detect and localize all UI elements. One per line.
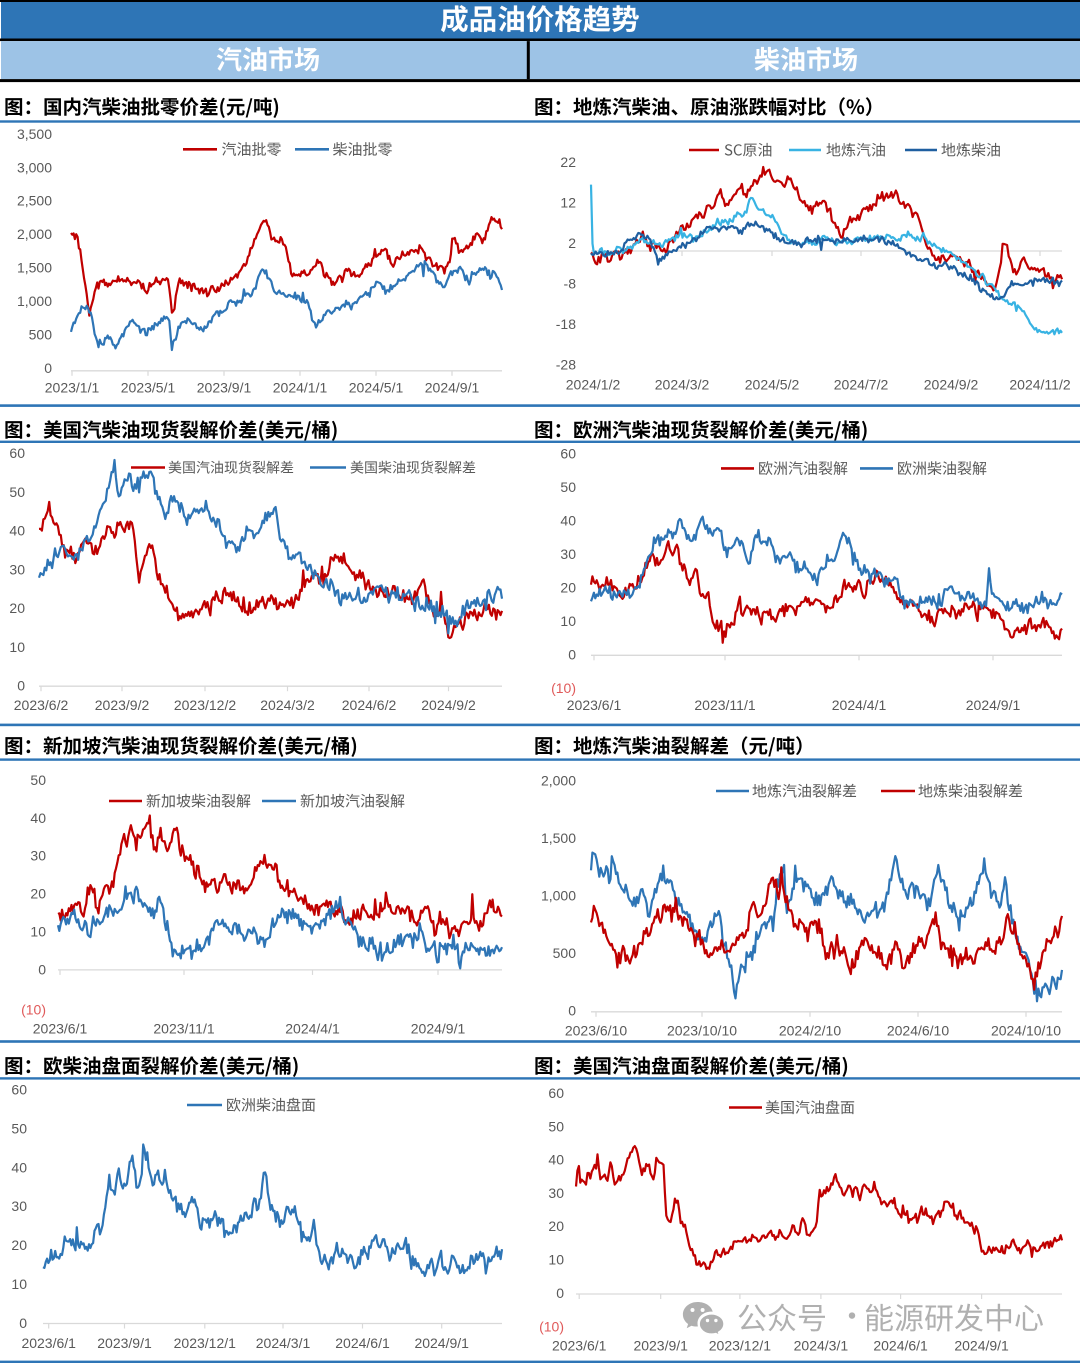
svg-text:20: 20 (548, 1218, 564, 1234)
svg-text:2024/9/1: 2024/9/1 (425, 379, 480, 395)
svg-text:50: 50 (11, 1120, 27, 1136)
svg-text:40: 40 (560, 512, 576, 528)
svg-text:2024/4/1: 2024/4/1 (832, 697, 887, 713)
svg-text:(10): (10) (21, 1001, 46, 1017)
svg-text:-8: -8 (564, 275, 577, 291)
svg-text:0: 0 (568, 646, 576, 662)
svg-text:2023/6/1: 2023/6/1 (33, 1021, 88, 1037)
svg-text:2024/6/2: 2024/6/2 (342, 697, 397, 713)
svg-text:20: 20 (9, 600, 25, 616)
svg-text:2023/9/1: 2023/9/1 (633, 1338, 688, 1354)
svg-text:30: 30 (30, 848, 46, 864)
svg-text:10: 10 (9, 639, 25, 655)
svg-text:(10): (10) (551, 680, 576, 696)
svg-text:2024/5/2: 2024/5/2 (745, 376, 800, 392)
svg-text:-28: -28 (556, 356, 576, 372)
svg-text:10: 10 (560, 613, 576, 629)
svg-text:2023/12/2: 2023/12/2 (174, 697, 236, 713)
svg-text:2,500: 2,500 (17, 193, 52, 209)
svg-text:10: 10 (548, 1252, 564, 1268)
svg-text:2024/6/1: 2024/6/1 (335, 1335, 390, 1351)
svg-text:12: 12 (560, 194, 576, 210)
svg-text:40: 40 (30, 810, 46, 826)
svg-text:2024/7/2: 2024/7/2 (834, 376, 889, 392)
svg-text:1,000: 1,000 (17, 293, 52, 309)
svg-text:2024/9/1: 2024/9/1 (411, 1021, 466, 1037)
svg-text:2024/9/2: 2024/9/2 (421, 697, 476, 713)
svg-text:2024/9/1: 2024/9/1 (966, 697, 1021, 713)
svg-text:2024/3/1: 2024/3/1 (794, 1338, 849, 1354)
svg-text:2024/9/1: 2024/9/1 (414, 1335, 469, 1351)
svg-text:0: 0 (17, 678, 25, 694)
svg-text:60: 60 (560, 445, 576, 461)
svg-text:0: 0 (38, 961, 46, 977)
svg-text:500: 500 (29, 327, 53, 343)
svg-text:2024/9/2: 2024/9/2 (924, 376, 979, 392)
svg-text:2023/6/2: 2023/6/2 (14, 697, 69, 713)
svg-text:2023/9/1: 2023/9/1 (97, 1335, 152, 1351)
svg-text:2023/6/10: 2023/6/10 (565, 1023, 627, 1039)
svg-text:-18: -18 (556, 316, 576, 332)
svg-text:2024/3/2: 2024/3/2 (260, 697, 315, 713)
svg-text:2024/5/1: 2024/5/1 (349, 379, 404, 395)
svg-text:0: 0 (19, 1315, 27, 1331)
svg-text:2024/11/2: 2024/11/2 (1009, 376, 1070, 392)
svg-text:30: 30 (11, 1198, 27, 1214)
svg-text:2023/12/1: 2023/12/1 (174, 1335, 236, 1351)
svg-text:2023/12/1: 2023/12/1 (709, 1338, 771, 1354)
svg-text:10: 10 (30, 924, 46, 940)
svg-text:2024/2/10: 2024/2/10 (779, 1023, 841, 1039)
svg-text:20: 20 (30, 886, 46, 902)
svg-text:60: 60 (11, 1082, 27, 1098)
svg-text:2024/3/2: 2024/3/2 (655, 376, 710, 392)
svg-text:1,500: 1,500 (541, 830, 576, 846)
svg-text:30: 30 (9, 561, 25, 577)
svg-text:30: 30 (548, 1185, 564, 1201)
svg-text:2024/6/1: 2024/6/1 (873, 1338, 928, 1354)
svg-text:2,000: 2,000 (17, 226, 52, 242)
svg-text:2023/9/2: 2023/9/2 (95, 697, 150, 713)
svg-text:20: 20 (560, 579, 576, 595)
svg-text:3,000: 3,000 (17, 159, 52, 175)
svg-text:50: 50 (560, 479, 576, 495)
svg-text:3,500: 3,500 (17, 126, 52, 142)
svg-text:2024/6/10: 2024/6/10 (887, 1023, 949, 1039)
svg-text:2024/1/2: 2024/1/2 (566, 376, 621, 392)
svg-text:2024/4/1: 2024/4/1 (285, 1021, 340, 1037)
svg-text:0: 0 (44, 360, 52, 376)
svg-text:2023/6/1: 2023/6/1 (552, 1338, 607, 1354)
svg-text:2023/6/1: 2023/6/1 (567, 697, 622, 713)
svg-text:40: 40 (548, 1152, 564, 1168)
svg-text:0: 0 (556, 1285, 564, 1301)
svg-text:2024/3/1: 2024/3/1 (256, 1335, 311, 1351)
svg-text:1,500: 1,500 (17, 260, 52, 276)
svg-text:2024/1/1: 2024/1/1 (273, 379, 328, 395)
svg-text:1,000: 1,000 (541, 888, 576, 904)
svg-text:10: 10 (11, 1276, 27, 1292)
svg-text:2023/11/1: 2023/11/1 (694, 697, 755, 713)
svg-text:2024/10/10: 2024/10/10 (991, 1023, 1061, 1039)
svg-text:60: 60 (548, 1085, 564, 1101)
svg-text:500: 500 (553, 945, 577, 961)
svg-text:2,000: 2,000 (541, 773, 576, 789)
svg-text:40: 40 (11, 1159, 27, 1175)
svg-text:(10): (10) (539, 1319, 564, 1335)
svg-text:60: 60 (9, 445, 25, 461)
svg-text:0: 0 (568, 1003, 576, 1019)
svg-text:2023/6/1: 2023/6/1 (21, 1335, 76, 1351)
svg-text:20: 20 (11, 1237, 27, 1253)
svg-text:50: 50 (548, 1118, 564, 1134)
svg-text:2023/5/1: 2023/5/1 (121, 379, 176, 395)
svg-text:2024/9/1: 2024/9/1 (954, 1338, 1009, 1354)
svg-text:2023/9/1: 2023/9/1 (197, 379, 252, 395)
svg-text:40: 40 (9, 523, 25, 539)
svg-text:30: 30 (560, 546, 576, 562)
svg-text:22: 22 (560, 154, 576, 170)
svg-text:2023/10/10: 2023/10/10 (667, 1023, 737, 1039)
svg-text:2: 2 (568, 235, 576, 251)
svg-text:2023/1/1: 2023/1/1 (45, 379, 100, 395)
svg-text:2023/11/1: 2023/11/1 (153, 1021, 214, 1037)
svg-text:50: 50 (9, 484, 25, 500)
svg-text:50: 50 (30, 772, 46, 788)
